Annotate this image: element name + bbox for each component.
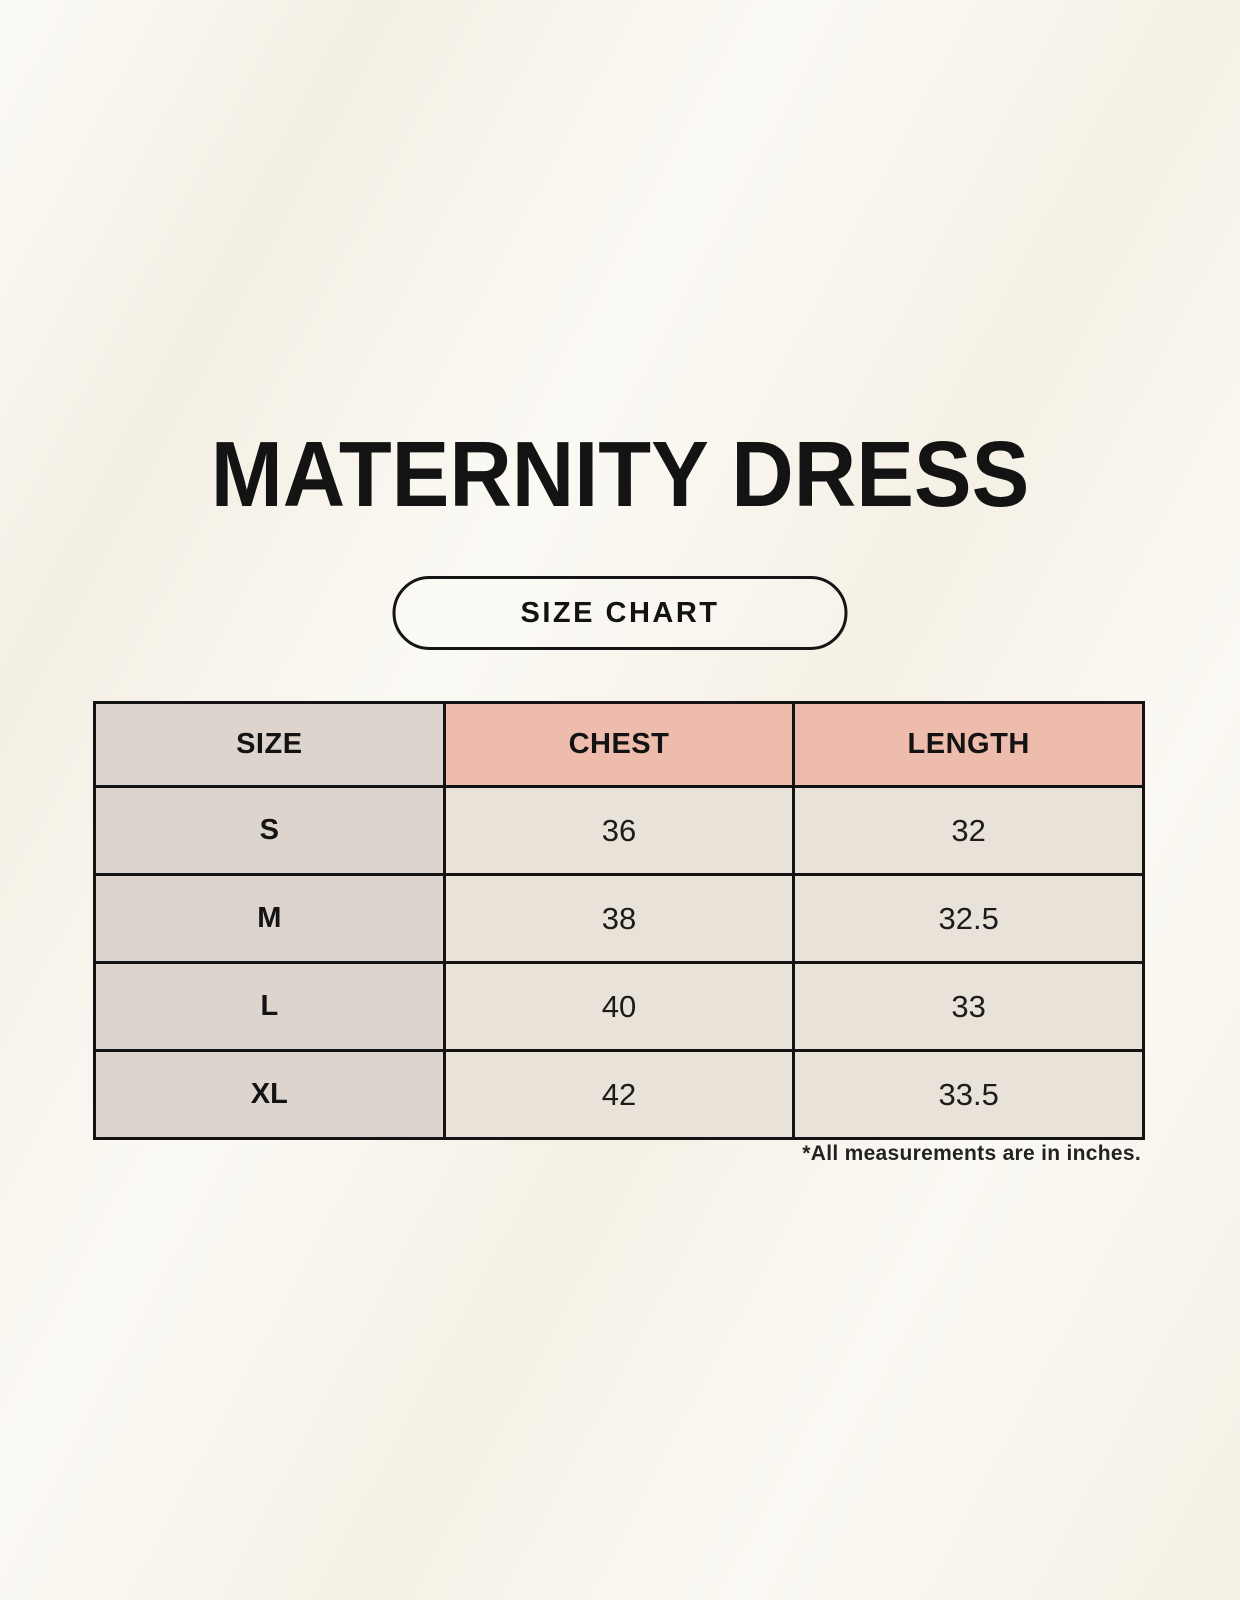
size-cell: XL bbox=[93, 1049, 446, 1140]
table-row: S 36 32 bbox=[93, 785, 1145, 876]
table-header-chest: CHEST bbox=[442, 701, 796, 788]
table-row: XL 42 33.5 bbox=[93, 1049, 1145, 1140]
table-header-row: SIZE CHEST LENGTH bbox=[93, 701, 1145, 788]
size-chart-button[interactable]: SIZE CHART bbox=[392, 576, 848, 650]
length-cell: 33 bbox=[792, 961, 1145, 1052]
table-header-length: LENGTH bbox=[792, 701, 1145, 788]
size-cell: L bbox=[93, 961, 446, 1052]
size-chart-table: SIZE CHEST LENGTH S 36 32 M 38 32.5 L 40… bbox=[93, 701, 1145, 1140]
chest-cell: 36 bbox=[442, 785, 796, 876]
size-cell: M bbox=[93, 873, 446, 964]
table-row: M 38 32.5 bbox=[93, 873, 1145, 964]
length-cell: 32.5 bbox=[792, 873, 1145, 964]
table-header-size: SIZE bbox=[93, 701, 446, 788]
length-cell: 33.5 bbox=[792, 1049, 1145, 1140]
page-title: MATERNITY DRESS bbox=[210, 422, 1030, 526]
size-chart-table-container: SIZE CHEST LENGTH S 36 32 M 38 32.5 L 40… bbox=[93, 701, 1145, 1140]
table-row: L 40 33 bbox=[93, 961, 1145, 1052]
size-chart-button-label: SIZE CHART bbox=[520, 596, 720, 629]
chest-cell: 42 bbox=[442, 1049, 796, 1140]
measurements-footnote: *All measurements are in inches. bbox=[802, 1142, 1141, 1165]
chest-cell: 38 bbox=[442, 873, 796, 964]
chest-cell: 40 bbox=[442, 961, 796, 1052]
size-cell: S bbox=[93, 785, 446, 876]
length-cell: 32 bbox=[792, 785, 1145, 876]
